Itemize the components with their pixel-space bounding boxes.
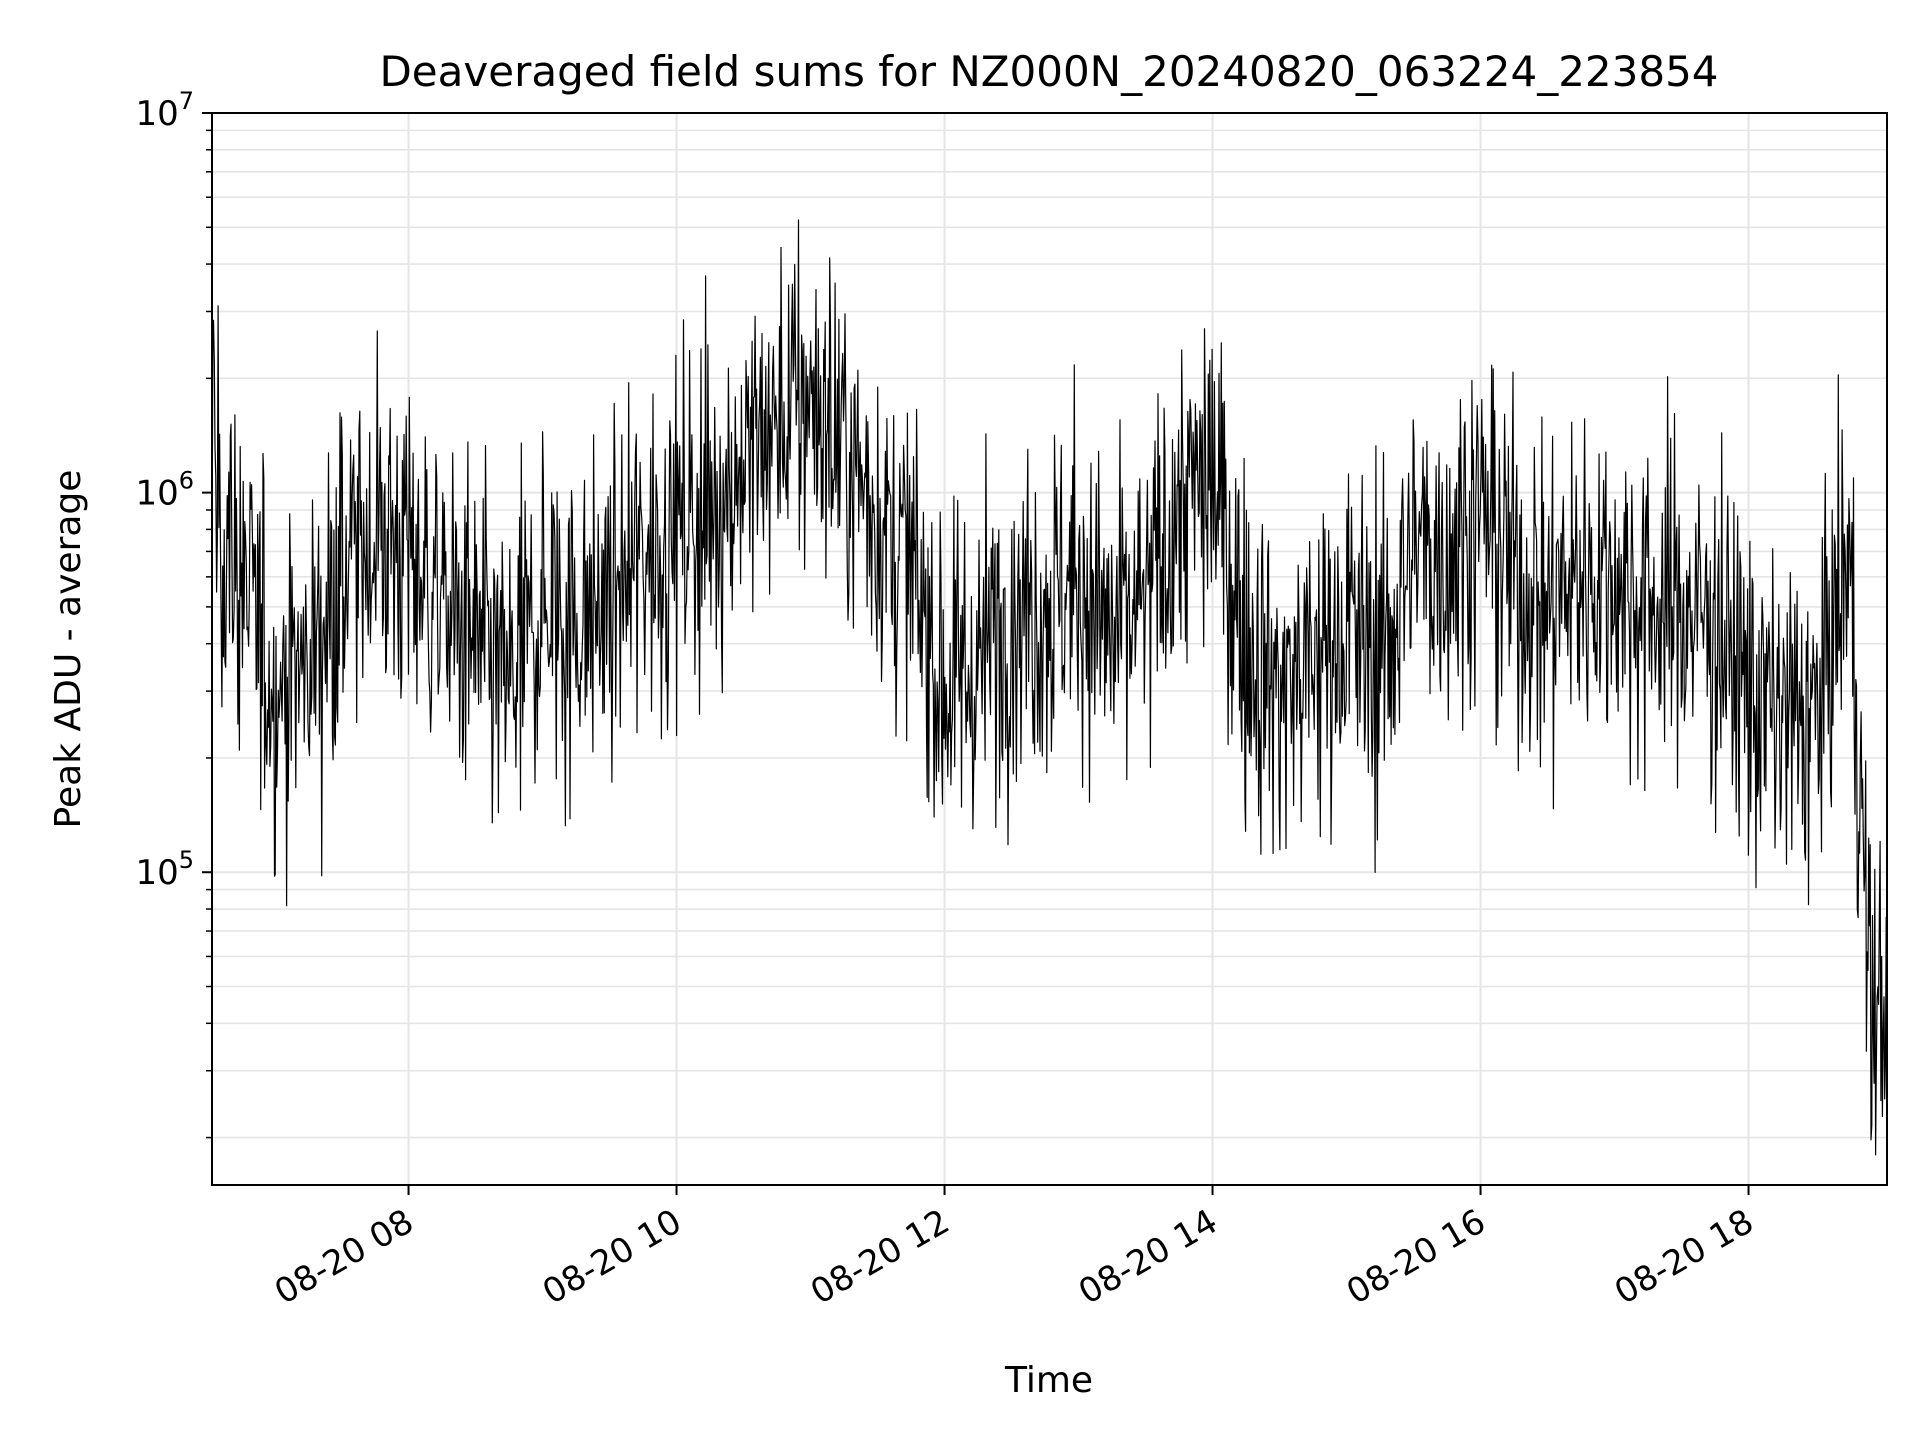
- plot-frame: [211, 112, 1888, 1186]
- x-axis-label: Time: [1004, 1360, 1093, 1401]
- y-axis-label: Peak ADU - average: [48, 470, 89, 829]
- y-axis: 105 106 107: [135, 87, 212, 1139]
- y-tick-label: 106: [135, 467, 194, 514]
- chart-title: Deaveraged field sums for NZ000N_2024082…: [379, 47, 1718, 96]
- series-line: [211, 219, 1888, 1156]
- y-tick-label: 105: [135, 846, 194, 893]
- y-tick-label: 107: [135, 87, 194, 134]
